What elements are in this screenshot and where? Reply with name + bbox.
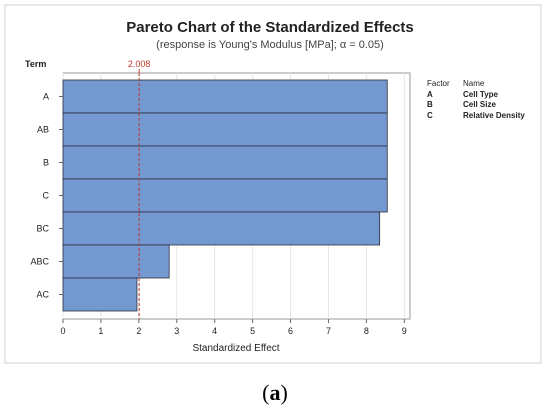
legend-header-name: Name (463, 79, 485, 88)
legend-factor-a: A (427, 90, 433, 99)
legend-name-c: Relative Density (463, 111, 525, 120)
legend-factor-c: C (427, 111, 433, 120)
bar-abc (62, 244, 170, 279)
bar-b (62, 145, 388, 180)
x-tick-label: 7 (326, 326, 331, 336)
caption-close-paren: ) (280, 380, 288, 405)
y-tick-label: ABC (30, 257, 49, 267)
y-tick-label: BC (36, 224, 49, 234)
factor-legend: Factor Name A Cell Type B Cell Size C Re… (427, 79, 525, 120)
x-tick-label: 6 (288, 326, 293, 336)
y-axis-title: Term (25, 59, 46, 69)
x-tick-label: 2 (136, 326, 141, 336)
y-tick-label: C (43, 191, 50, 201)
bars (62, 79, 388, 312)
y-tick-label: A (43, 92, 49, 102)
x-tick-label: 1 (98, 326, 103, 336)
x-tick-label: 9 (402, 326, 407, 336)
reference-line-group: 2.008 (128, 59, 151, 319)
caption-label: a (269, 380, 281, 405)
chart-title: Pareto Chart of the Standardized Effects (126, 19, 414, 36)
x-tick-label: 8 (364, 326, 369, 336)
y-tick-label: AB (37, 125, 49, 135)
y-tick-label: AC (36, 290, 49, 300)
legend-header-factor: Factor (427, 79, 450, 88)
legend-factor-b: B (427, 100, 433, 109)
x-tick-label: 0 (60, 326, 65, 336)
y-tick-label: B (43, 158, 49, 168)
bar-ab (62, 112, 388, 147)
legend-name-b: Cell Size (463, 100, 496, 109)
bar-bc (62, 211, 381, 246)
x-tick-label: 3 (174, 326, 179, 336)
bar-a (62, 79, 388, 114)
figure-caption: (a) (0, 380, 550, 406)
x-tick-label: 5 (250, 326, 255, 336)
reference-line-label: 2.008 (128, 59, 151, 69)
caption-open-paren: ( (262, 380, 270, 405)
chart-subtitle: (response is Young's Modulus [MPa]; α = … (156, 39, 384, 51)
x-tick-label: 4 (212, 326, 217, 336)
legend-name-a: Cell Type (463, 90, 499, 99)
bar-ac (62, 277, 138, 312)
x-axis-title: Standardized Effect (192, 343, 279, 354)
bar-c (62, 178, 388, 213)
